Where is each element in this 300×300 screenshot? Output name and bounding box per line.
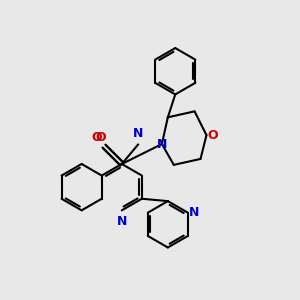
Text: N: N — [189, 206, 200, 219]
Text: N: N — [117, 215, 127, 228]
Text: N: N — [157, 138, 167, 151]
Text: N: N — [133, 127, 143, 140]
Text: O: O — [96, 131, 106, 144]
Text: O: O — [208, 129, 218, 142]
Text: O: O — [91, 131, 102, 144]
